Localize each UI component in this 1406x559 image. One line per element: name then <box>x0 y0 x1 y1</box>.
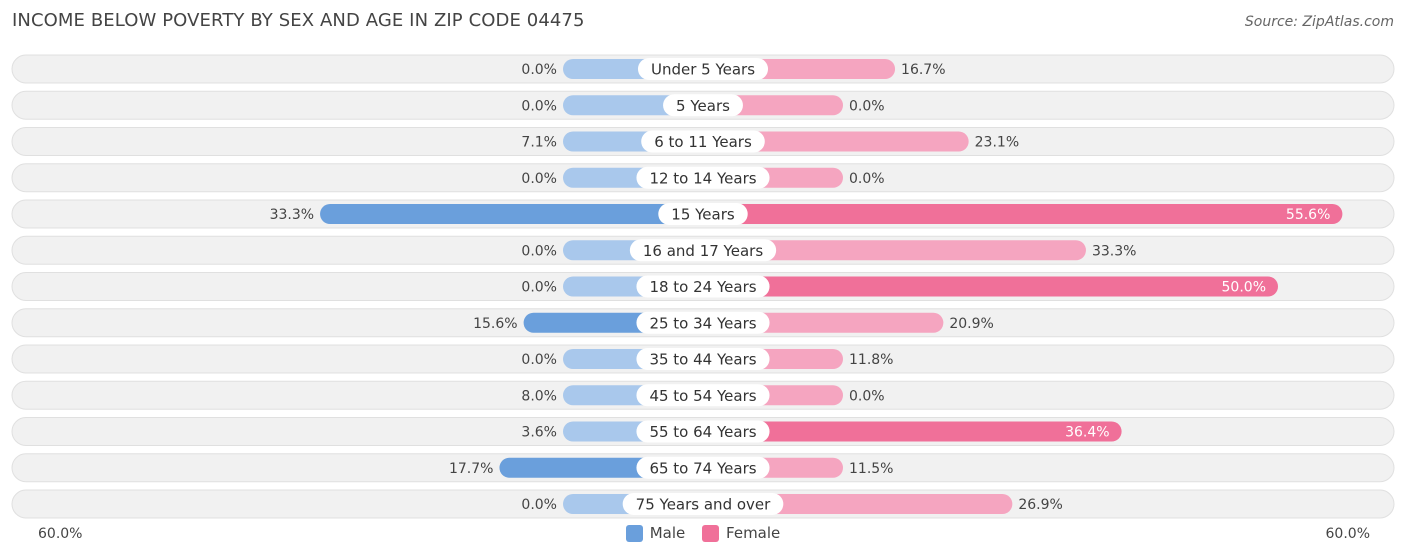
row-6[interactable]: 0.0% 50.0% 18 to 24 Years <box>11 272 1395 301</box>
female-value-label: 11.5% <box>849 461 893 477</box>
female-bar <box>703 421 1122 442</box>
row-11[interactable]: 17.7% 11.5% 65 to 74 Years <box>11 453 1395 483</box>
category-pill <box>622 493 784 515</box>
female-value-label: 26.9% <box>1018 497 1062 513</box>
category-pill <box>637 58 769 80</box>
female-value-label: 50.0% <box>1222 280 1266 296</box>
row-7[interactable]: 15.6% 20.9% 25 to 34 Years <box>11 308 1395 338</box>
female-value-label: 23.1% <box>975 135 1019 151</box>
category-pill <box>636 311 770 334</box>
category-pill <box>663 94 743 117</box>
row-3[interactable]: 0.0% 0.0% 12 to 14 Years <box>11 163 1395 193</box>
male-value-label: 0.0% <box>521 280 557 296</box>
row-2[interactable]: 7.1% 23.1% 6 to 11 Years <box>11 127 1395 156</box>
category-label: 18 to 24 Years <box>649 278 756 296</box>
legend-item-male[interactable]: Male <box>625 524 686 542</box>
row-8[interactable]: 0.0% 11.8% 35 to 44 Years <box>11 344 1395 374</box>
male-value-label: 15.6% <box>473 316 517 332</box>
female-value-label: 33.3% <box>1092 243 1136 259</box>
female-value-label: 55.6% <box>1286 207 1330 223</box>
category-label: 5 Years <box>676 97 730 115</box>
category-label: 75 Years and over <box>636 496 771 514</box>
category-label: Under 5 Years <box>651 61 755 79</box>
chart: 0.0% 16.7% Under 5 Years 0.0% 0.0% 5 Years 7.1… <box>11 54 1395 519</box>
row-9[interactable]: 8.0% 0.0% 45 to 54 Years <box>11 380 1395 410</box>
male-value-label: 0.0% <box>521 352 557 368</box>
category-label: 12 to 14 Years <box>649 169 756 187</box>
category-label: 6 to 11 Years <box>654 133 752 151</box>
axis-left-label: 60.0% <box>38 526 83 542</box>
category-pill <box>658 203 748 225</box>
legend-male-label: Male <box>649 524 686 542</box>
category-pill <box>636 166 770 189</box>
male-value-label: 17.7% <box>449 461 493 477</box>
category-label: 65 to 74 Years <box>649 459 756 477</box>
legend-female-label: Female <box>726 524 781 542</box>
row-0[interactable]: 0.0% 16.7% Under 5 Years <box>11 54 1395 84</box>
female-value-label: 36.4% <box>1065 425 1109 441</box>
male-value-label: 8.0% <box>521 388 557 404</box>
female-value-label: 0.0% <box>849 171 885 187</box>
female-bar <box>703 240 1086 261</box>
category-label: 55 to 64 Years <box>649 423 756 441</box>
category-pill <box>636 420 770 443</box>
source-note: Source: ZipAtlas.com <box>1244 14 1394 30</box>
male-bar <box>320 204 703 224</box>
category-label: 35 to 44 Years <box>649 351 756 369</box>
male-value-label: 0.0% <box>521 62 557 78</box>
row-5[interactable]: 0.0% 33.3% 16 and 17 Years <box>11 235 1395 265</box>
female-value-label: 16.7% <box>901 62 945 78</box>
category-pill <box>636 456 770 479</box>
female-value-label: 0.0% <box>849 388 885 404</box>
category-pill <box>641 130 765 153</box>
male-value-label: 3.6% <box>521 425 557 441</box>
category-label: 25 to 34 Years <box>649 314 756 332</box>
axis-right-label: 60.0% <box>1325 526 1370 542</box>
chart-title: INCOME BELOW POVERTY BY SEX AND AGE IN Z… <box>12 10 585 31</box>
category-pill <box>636 348 770 370</box>
category-label: 45 to 54 Years <box>649 387 756 405</box>
row-12[interactable]: 0.0% 26.9% 75 Years and over <box>11 489 1395 519</box>
male-value-label: 0.0% <box>521 171 557 187</box>
male-value-label: 0.0% <box>521 98 557 114</box>
male-swatch-icon <box>625 524 643 542</box>
category-pill <box>636 275 770 298</box>
female-swatch-icon <box>702 524 720 542</box>
category-label: 16 and 17 Years <box>643 242 763 260</box>
female-bar <box>703 131 969 152</box>
legend: Male Female <box>0 524 1406 546</box>
male-value-label: 7.1% <box>521 135 557 151</box>
row-10[interactable]: 3.6% 36.4% 55 to 64 Years <box>11 417 1395 446</box>
female-value-label: 20.9% <box>949 316 993 332</box>
legend-item-female[interactable]: Female <box>702 524 780 542</box>
row-1[interactable]: 0.0% 0.0% 5 Years <box>11 90 1395 120</box>
female-value-label: 0.0% <box>849 98 885 114</box>
female-bar <box>703 204 1343 224</box>
row-4[interactable]: 33.3% 55.6% 15 Years <box>11 199 1395 229</box>
male-value-label: 0.0% <box>521 243 557 259</box>
category-pill <box>629 239 777 262</box>
female-bar <box>703 276 1278 297</box>
category-label: 15 Years <box>671 206 735 224</box>
male-value-label: 33.3% <box>270 207 314 223</box>
category-pill <box>636 384 770 407</box>
male-value-label: 0.0% <box>521 497 557 513</box>
female-value-label: 11.8% <box>849 352 893 368</box>
